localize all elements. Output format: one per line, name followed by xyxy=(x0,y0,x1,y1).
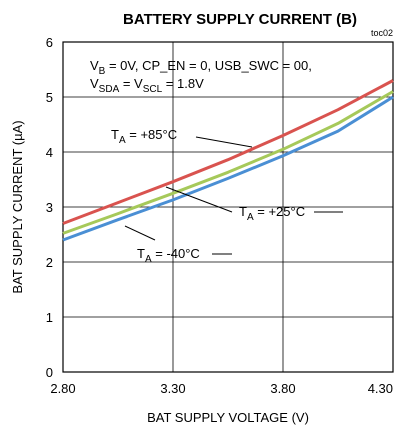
label-85c: TA = +85°C xyxy=(111,127,253,148)
y-tick-label: 5 xyxy=(46,90,53,105)
svg-text:TA = +85°C: TA = +85°C xyxy=(111,127,177,146)
y-tick-label: 6 xyxy=(46,35,53,50)
conditions-line-2: VSDA = VSCL = 1.8V xyxy=(90,76,204,95)
x-tick-label: 4.30 xyxy=(368,381,393,396)
y-axis-label: BAT SUPPLY CURRENT (µA) xyxy=(10,120,25,293)
y-tick-label: 1 xyxy=(46,310,53,325)
label-m40c: TA = -40°C xyxy=(124,225,232,265)
y-tick-label: 0 xyxy=(46,365,53,380)
x-tick-label: 2.80 xyxy=(50,381,75,396)
tick-labels: 0 1 2 3 4 5 6 2.80 3.30 3.80 4.30 xyxy=(46,35,393,396)
series-line-2 xyxy=(62,95,394,242)
svg-text:TA = -40°C: TA = -40°C xyxy=(137,246,200,265)
grid-lines xyxy=(63,42,393,372)
leader-85c xyxy=(195,136,253,148)
plot-frame xyxy=(62,41,394,373)
y-tick-label: 4 xyxy=(46,145,53,160)
conditions-line-1: VB = 0V, CP_EN = 0, USB_SWC = 00, xyxy=(90,58,312,77)
x-axis-label: BAT SUPPLY VOLTAGE (V) xyxy=(147,410,309,425)
y-tick-label: 3 xyxy=(46,200,53,215)
x-tick-label: 3.30 xyxy=(160,381,185,396)
leader-m40c xyxy=(124,225,156,241)
svg-text:TA = +25°C: TA = +25°C xyxy=(239,204,305,223)
series-layer xyxy=(62,79,394,242)
label-25c: TA = +25°C xyxy=(165,186,343,223)
chart-title: BATTERY SUPPLY CURRENT (B) xyxy=(123,11,357,28)
x-tick-label: 3.80 xyxy=(270,381,295,396)
figure-id: toc02 xyxy=(371,28,393,38)
series-line-0 xyxy=(62,79,394,225)
leader-25c xyxy=(165,186,233,213)
y-tick-label: 2 xyxy=(46,255,53,270)
series-line-1 xyxy=(62,90,394,235)
